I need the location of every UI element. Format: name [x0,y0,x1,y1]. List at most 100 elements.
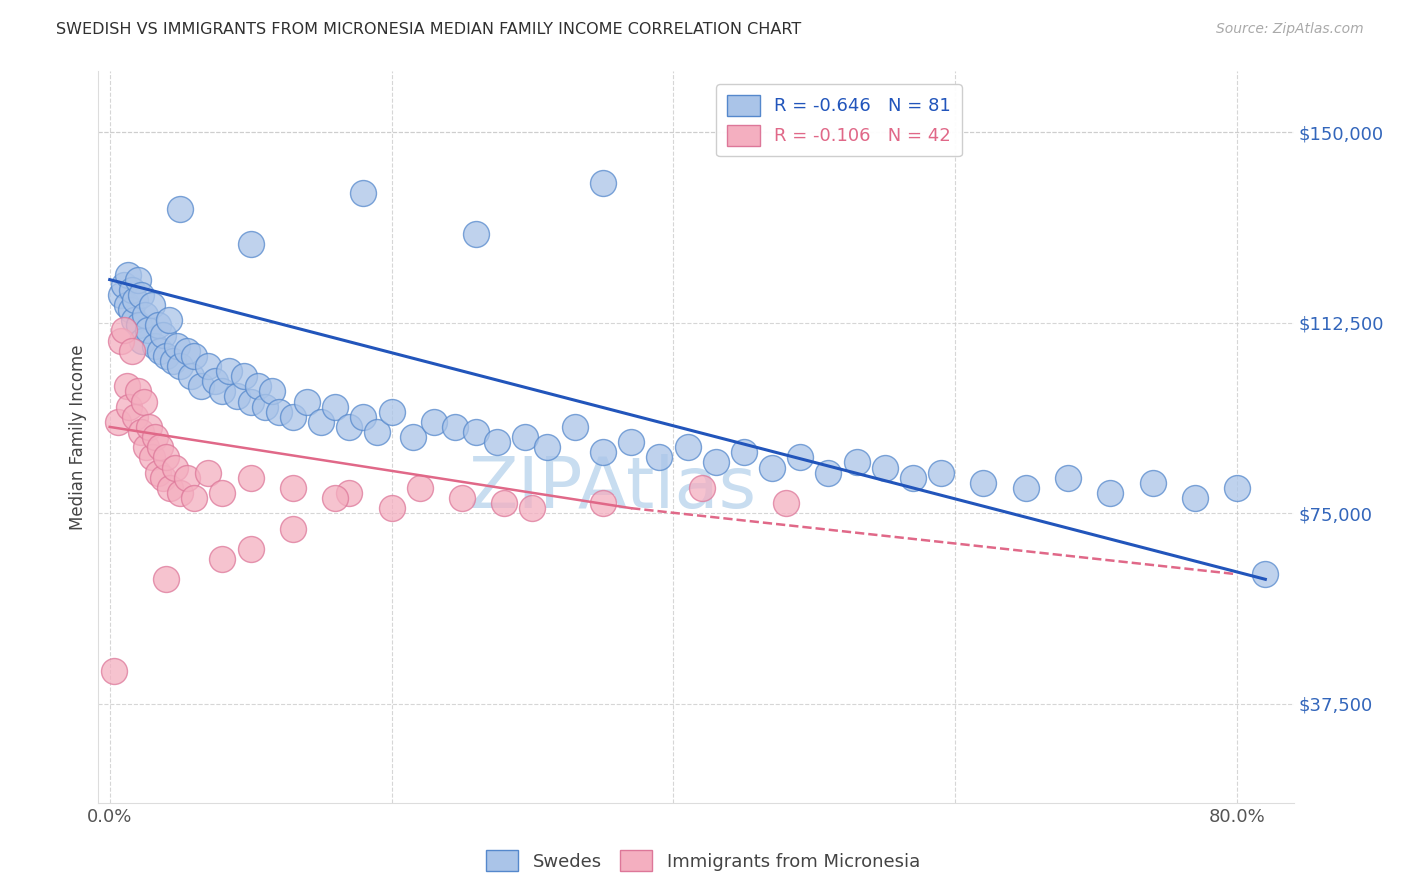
Point [163,460,186,475]
Point [239,394,262,409]
Point [352,409,374,424]
Point [1184,491,1206,505]
Point [117,268,139,282]
Point [690,481,713,495]
Point [129,425,152,439]
Point [152,328,174,343]
Point [1057,471,1080,485]
Point [183,349,205,363]
Point [211,486,233,500]
Point [873,460,896,475]
Point [423,415,446,429]
Point [465,425,488,439]
Text: ZIPAtlas: ZIPAtlas [468,454,756,523]
Point [323,400,346,414]
Point [267,405,290,419]
Point [409,481,432,495]
Point [1254,567,1277,582]
Point [239,237,262,252]
Point [107,415,129,429]
Point [115,379,138,393]
Point [176,471,198,485]
Point [486,435,509,450]
Point [121,343,143,358]
Point [204,374,226,388]
Point [337,420,360,434]
Point [211,552,233,566]
Point [380,405,402,419]
Point [169,202,191,216]
Point [592,496,614,510]
Point [155,572,177,586]
Point [115,298,138,312]
Point [110,334,132,348]
Point [136,323,159,337]
Point [1099,486,1122,500]
Point [352,186,374,201]
Point [620,435,643,450]
Point [465,227,488,241]
Text: SWEDISH VS IMMIGRANTS FROM MICRONESIA MEDIAN FAMILY INCOME CORRELATION CHART: SWEDISH VS IMMIGRANTS FROM MICRONESIA ME… [56,22,801,37]
Point [281,409,304,424]
Point [157,313,180,327]
Point [143,430,166,444]
Point [733,445,755,459]
Point [141,298,163,312]
Point [929,466,952,480]
Point [845,455,868,469]
Point [103,664,125,678]
Point [592,176,614,190]
Point [564,420,586,434]
Point [121,283,143,297]
Point [444,420,467,434]
Point [260,384,283,399]
Point [138,420,160,434]
Point [118,400,141,414]
Point [775,496,797,510]
Point [380,501,402,516]
Y-axis label: Median Family Income: Median Family Income [69,344,87,530]
Point [323,491,346,505]
Point [132,394,155,409]
Point [122,313,145,327]
Point [146,466,169,480]
Point [239,541,262,556]
Point [128,318,150,333]
Point [494,496,516,510]
Point [281,521,304,535]
Point [761,460,783,475]
Point [152,471,174,485]
Point [131,334,153,348]
Point [451,491,474,505]
Point [225,389,247,403]
Point [112,277,135,292]
Point [146,318,169,333]
Point [295,394,318,409]
Point [1226,481,1249,495]
Point [183,491,205,505]
Point [127,384,149,399]
Legend: R = -0.646   N = 81, R = -0.106   N = 42: R = -0.646 N = 81, R = -0.106 N = 42 [717,84,962,156]
Point [176,343,198,358]
Point [515,430,537,444]
Point [141,450,163,465]
Point [522,501,544,516]
Point [120,303,142,318]
Point [166,338,188,352]
Point [110,288,132,302]
Point [1142,475,1164,490]
Point [972,475,994,490]
Point [159,481,181,495]
Point [197,359,219,373]
Point [124,409,146,424]
Point [197,466,219,480]
Point [143,338,166,352]
Point [218,364,240,378]
Point [162,354,184,368]
Point [1015,481,1038,495]
Point [149,440,172,454]
Point [402,430,425,444]
Point [676,440,699,454]
Point [155,450,177,465]
Point [246,379,269,393]
